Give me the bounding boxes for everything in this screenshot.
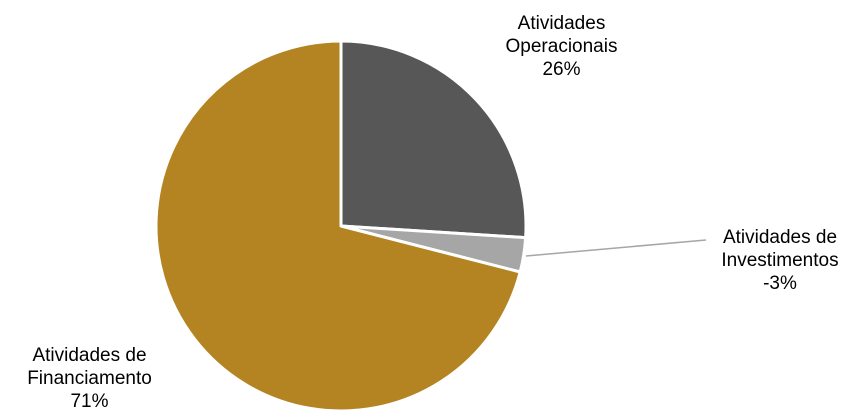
slice-label-financiamento: Atividades de Financiamento 71% (12, 344, 167, 413)
slice-label-operacionais-line1: Atividades (517, 13, 606, 34)
pie-slice-financiamento (154, 39, 522, 413)
slice-label-operacionais-line2: Operacionais (505, 36, 618, 57)
leader-line-investimentos (525, 239, 707, 257)
slice-label-financiamento-line2: Financiamento (27, 368, 152, 389)
slice-label-investimentos: Atividades de Investimentos -3% (706, 226, 854, 295)
pie-slice-operacionais (339, 39, 528, 240)
slice-label-financiamento-percent: 71% (70, 391, 109, 412)
slice-label-operacionais: Atividades Operacionais 26% (484, 12, 639, 81)
slice-label-financiamento-line1: Atividades de (32, 345, 147, 366)
slice-label-investimentos-percent: -3% (763, 273, 797, 294)
slice-label-investimentos-line1: Atividades de (722, 227, 838, 248)
pie-slices (154, 39, 528, 413)
slice-label-operacionais-percent: 26% (542, 59, 581, 80)
slice-label-investimentos-line2: Investimentos (721, 250, 839, 271)
